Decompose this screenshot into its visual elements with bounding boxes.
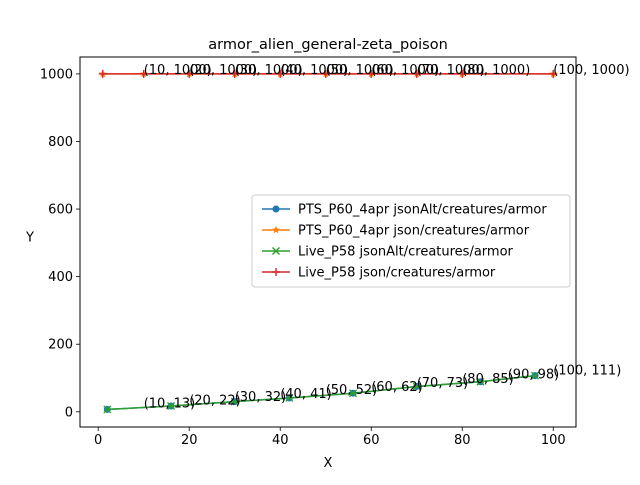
data-point-stroke: [531, 371, 540, 380]
data-point: [103, 405, 112, 414]
legend-entry: Live_P58 json/creatures/armor: [262, 266, 496, 281]
data-label: (70, 1000): [417, 63, 485, 78]
data-point-stroke: [412, 382, 421, 391]
data-label: (50, 1000): [326, 63, 394, 78]
x-tick-label: 0: [94, 433, 102, 448]
y-tick-label: 800: [48, 135, 73, 150]
data-point: [412, 382, 421, 391]
x-tick-label: 60: [363, 433, 380, 448]
legend-marker: [272, 205, 280, 213]
data-point: [367, 69, 376, 78]
series-3: [103, 371, 540, 414]
data-point: [349, 389, 358, 398]
legend-frame: [251, 194, 571, 288]
data-label: (60, 1000): [371, 63, 439, 78]
data-label: (100, 1000): [553, 63, 629, 78]
data-point-stroke: [103, 405, 112, 414]
data-point: [230, 69, 239, 78]
y-tick-label: 600: [48, 203, 73, 218]
y-tick-label: 1000: [40, 67, 73, 82]
legend-entry: PTS_P60_4apr json/creatures/armor: [262, 224, 530, 239]
data-point: [531, 371, 540, 380]
legend-marker: [272, 247, 280, 255]
data-point: [139, 69, 148, 78]
data-label: (50, 52): [326, 383, 378, 398]
legend-marker-stroke: [272, 247, 280, 255]
legend-marker: [272, 225, 280, 234]
legend-label: Live_P58 json/creatures/armor: [298, 266, 496, 281]
data-label: (30, 32): [235, 390, 286, 405]
data-point: [458, 69, 467, 78]
axes-frame: [79, 56, 577, 428]
y-axis-label: Y: [25, 231, 34, 246]
data-label: (10, 13): [144, 396, 196, 411]
legend-label: Live_P58 jsonAlt/creatures/armor: [298, 245, 514, 260]
y-tick-label: 0: [65, 405, 73, 420]
data-label: (20, 22): [189, 393, 241, 408]
data-label: (40, 41): [280, 387, 332, 402]
data-point-stroke: [349, 389, 358, 398]
data-label: (80, 85): [462, 372, 514, 387]
legend-label: PTS_P60_4apr json/creatures/armor: [298, 224, 530, 239]
data-point: [285, 393, 294, 402]
data-label: (40, 1000): [280, 63, 348, 78]
data-label: (100, 111): [553, 363, 621, 378]
legend-label: PTS_P60_4apr jsonAlt/creatures/armor: [298, 203, 547, 218]
data-label: (60, 62): [371, 380, 423, 395]
data-label: (90, 98): [508, 368, 560, 383]
x-tick-label: 100: [541, 433, 566, 448]
data-label: (10, 1000): [144, 63, 212, 78]
data-point: [167, 402, 176, 411]
series-line: [107, 374, 536, 411]
y-tick-label: 400: [48, 270, 73, 285]
legend-entry: Live_P58 jsonAlt/creatures/armor: [262, 245, 514, 260]
series-4: [98, 69, 558, 78]
data-point-stroke: [476, 377, 485, 386]
data-point: [321, 69, 330, 78]
data-point: [476, 377, 485, 386]
data-point: [230, 397, 239, 406]
x-tick-label: 40: [272, 433, 289, 448]
data-label: (30, 1000): [235, 63, 303, 78]
data-point: [276, 69, 285, 78]
chart-title: armor_alien_general-zeta_poison: [208, 37, 448, 53]
data-point-stroke: [167, 402, 176, 411]
data-point: [98, 69, 107, 78]
data-point: [185, 69, 194, 78]
data-point-stroke: [285, 393, 294, 402]
legend: PTS_P60_4apr jsonAlt/creatures/armor PTS_…: [251, 194, 571, 288]
x-tick-label: 80: [454, 433, 471, 448]
data-label: (20, 1000): [189, 63, 257, 78]
data-label: (80, 1000): [462, 63, 530, 78]
legend-entry: PTS_P60_4apr jsonAlt/creatures/armor: [262, 203, 547, 218]
data-label: (70, 73): [417, 376, 469, 391]
x-axis-label: X: [324, 456, 333, 471]
legend-marker: [272, 268, 280, 276]
data-point-stroke: [230, 397, 239, 406]
data-point: [549, 69, 558, 78]
data-point: [412, 69, 421, 78]
y-tick-label: 200: [48, 338, 73, 353]
x-tick-label: 20: [181, 433, 198, 448]
